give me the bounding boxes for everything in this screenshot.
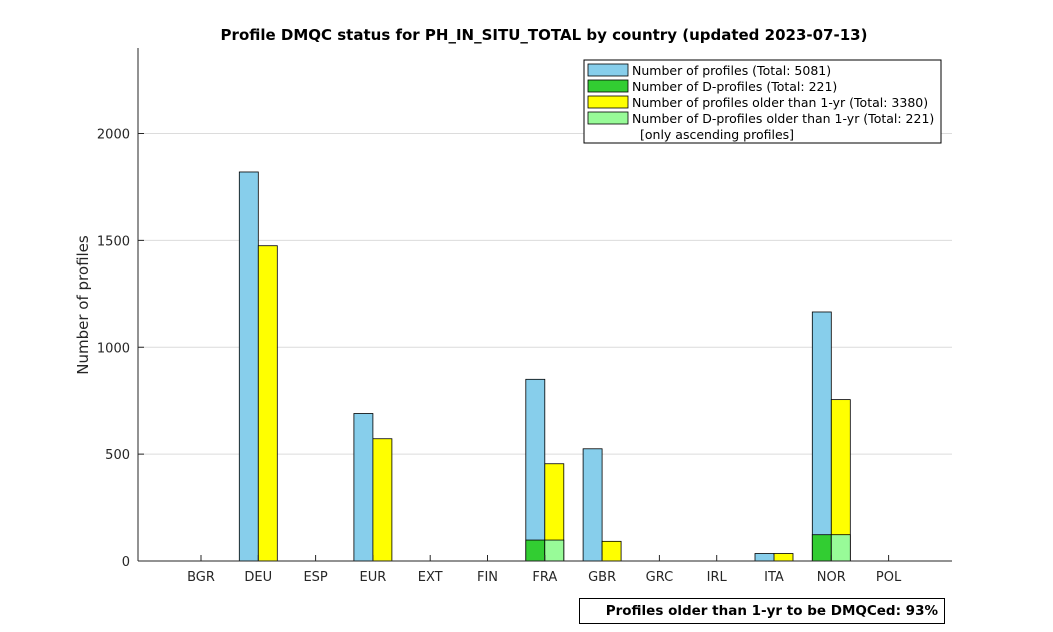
bar-profiles: [238, 171, 259, 562]
bar-profiles: [525, 378, 546, 562]
bar-profiles-older-1yr: [372, 438, 393, 562]
x-tick-label: ESP: [303, 570, 327, 585]
y-axis-label: Number of profiles: [74, 235, 92, 375]
legend: Number of profiles (Total: 5081)Number o…: [583, 59, 942, 144]
x-tick-label: POL: [876, 570, 902, 585]
x-tick-label: NOR: [817, 570, 846, 585]
bar-profiles-older-1yr: [601, 540, 622, 562]
x-tick-label: IRL: [707, 570, 728, 585]
bar-profiles: [353, 413, 374, 562]
legend-swatch: [587, 63, 629, 77]
bar-d-profiles-older-1yr: [544, 539, 565, 562]
x-tick-label: ITA: [764, 570, 784, 585]
bar-d-profiles-older-1yr: [830, 534, 851, 562]
dmqc-summary-text: Profiles older than 1-yr to be DMQCed: 9…: [605, 603, 938, 619]
y-tick-label: 500: [105, 448, 130, 463]
y-tick-label: 2000: [97, 128, 130, 143]
chart-title: Profile DMQC status for PH_IN_SITU_TOTAL…: [221, 26, 868, 44]
legend-box: [583, 59, 942, 144]
legend-label: Number of profiles older than 1-yr (Tota…: [632, 95, 928, 110]
legend-swatch: [587, 79, 629, 93]
bars: [238, 171, 851, 562]
x-tick-label: DEU: [244, 570, 272, 585]
bar-profiles: [582, 448, 603, 562]
legend-swatch: [587, 95, 629, 109]
legend-label: Number of profiles (Total: 5081): [632, 63, 831, 78]
y-tick-label: 1000: [97, 341, 130, 356]
x-tick-label: FIN: [477, 570, 498, 585]
x-tick-label: EXT: [418, 570, 443, 585]
x-tick-label: GBR: [588, 570, 616, 585]
y-tick-label: 0: [122, 555, 130, 570]
bar-profiles: [811, 311, 832, 562]
legend-label: Number of D-profiles older than 1-yr (To…: [632, 111, 934, 126]
bar-d-profiles: [811, 534, 832, 562]
bar-d-profiles: [525, 539, 546, 562]
x-tick-label: FRA: [532, 570, 557, 585]
bar-profiles: [754, 553, 775, 562]
legend-label: Number of D-profiles (Total: 221): [632, 79, 837, 94]
legend-note: [only ascending profiles]: [640, 127, 794, 142]
bar-profiles-older-1yr: [773, 553, 794, 562]
x-tick-label: BGR: [187, 570, 215, 585]
axes: 0 500 1000 1500 2000 BGR DEU ESP EUR EXT FIN FRA GBR…: [97, 48, 952, 585]
y-tick-label: 1500: [97, 234, 130, 249]
x-tick-label: GRC: [646, 570, 674, 585]
dmqc-summary-box: Profiles older than 1-yr to be DMQCed: 9…: [579, 598, 945, 624]
legend-swatch: [587, 111, 629, 125]
bar-profiles-older-1yr: [257, 245, 278, 562]
x-tick-label: EUR: [360, 570, 387, 585]
